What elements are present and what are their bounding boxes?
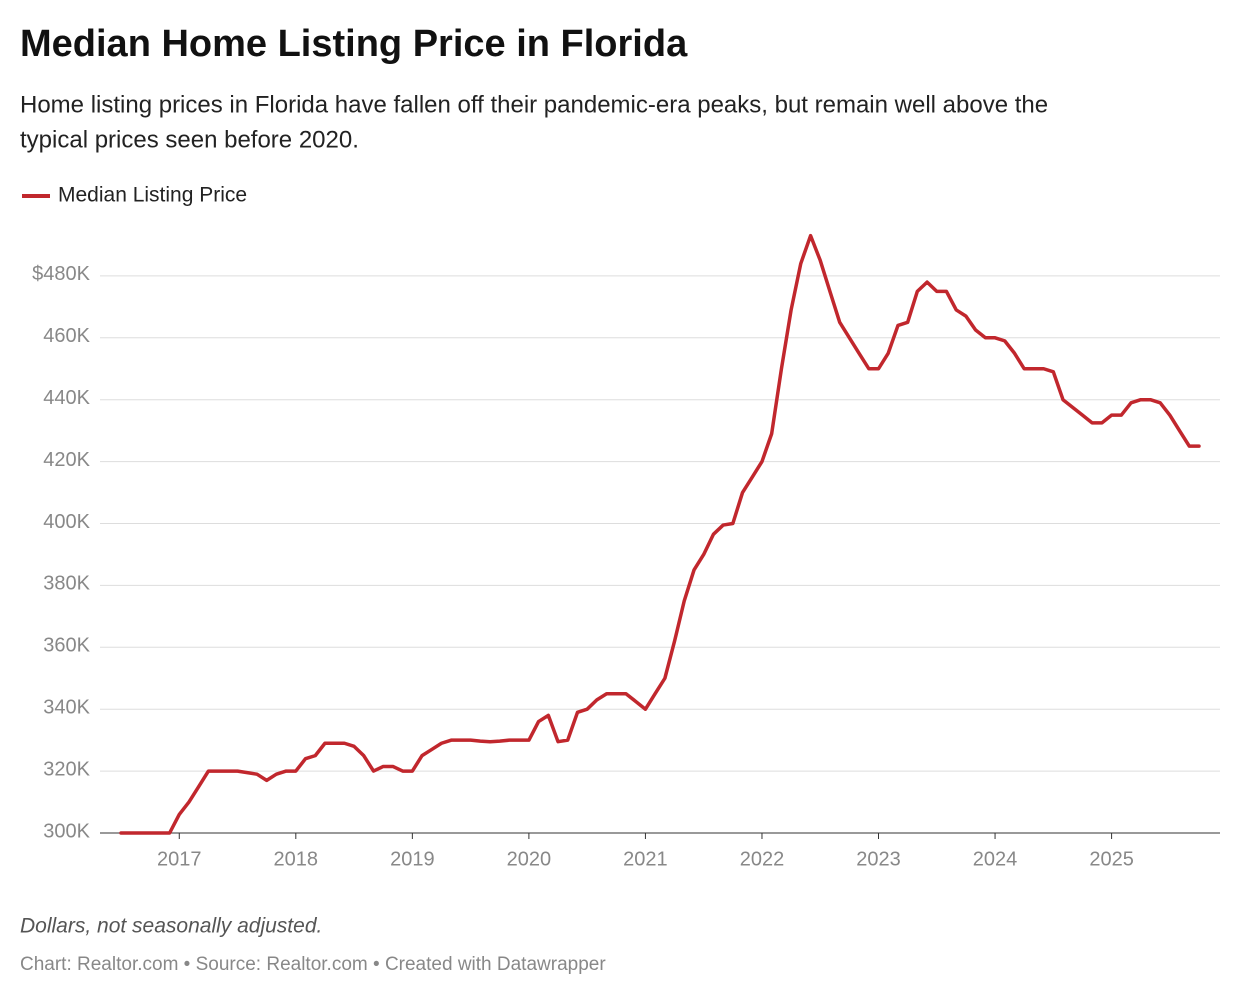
x-tick-label: 2017: [157, 848, 202, 870]
chart-title: Median Home Listing Price in Florida: [20, 23, 688, 65]
y-tick-label: 400K: [43, 511, 90, 533]
x-tick-label: 2023: [856, 848, 901, 870]
y-tick-label: 420K: [43, 449, 90, 471]
chart-subtitle: Home listing prices in Florida have fall…: [20, 91, 1048, 118]
y-tick-label: 380K: [43, 573, 90, 595]
y-tick-label: 360K: [43, 635, 90, 657]
y-tick-label: 460K: [43, 325, 90, 347]
x-tick-label: 2022: [740, 848, 785, 870]
data-line: [119, 233, 1201, 835]
x-tick-label: 2018: [274, 848, 319, 870]
chart-notes: Dollars, not seasonally adjusted.: [20, 915, 322, 938]
y-tick-label: 340K: [43, 696, 90, 718]
legend-label: Median Listing Price: [58, 184, 247, 207]
y-tick-label: 440K: [43, 387, 90, 409]
chart-subtitle: typical prices seen before 2020.: [20, 126, 359, 153]
y-tick-label: $480K: [32, 263, 90, 285]
x-tick-label: 2019: [390, 848, 435, 870]
y-tick-label: 300K: [43, 820, 90, 842]
y-tick-label: 320K: [43, 758, 90, 780]
x-tick-label: 2025: [1089, 848, 1134, 870]
x-tick-label: 2021: [623, 848, 668, 870]
x-tick-label: 2020: [507, 848, 552, 870]
chart-source: Chart: Realtor.com • Source: Realtor.com…: [20, 954, 606, 975]
x-tick-label: 2024: [973, 848, 1018, 870]
